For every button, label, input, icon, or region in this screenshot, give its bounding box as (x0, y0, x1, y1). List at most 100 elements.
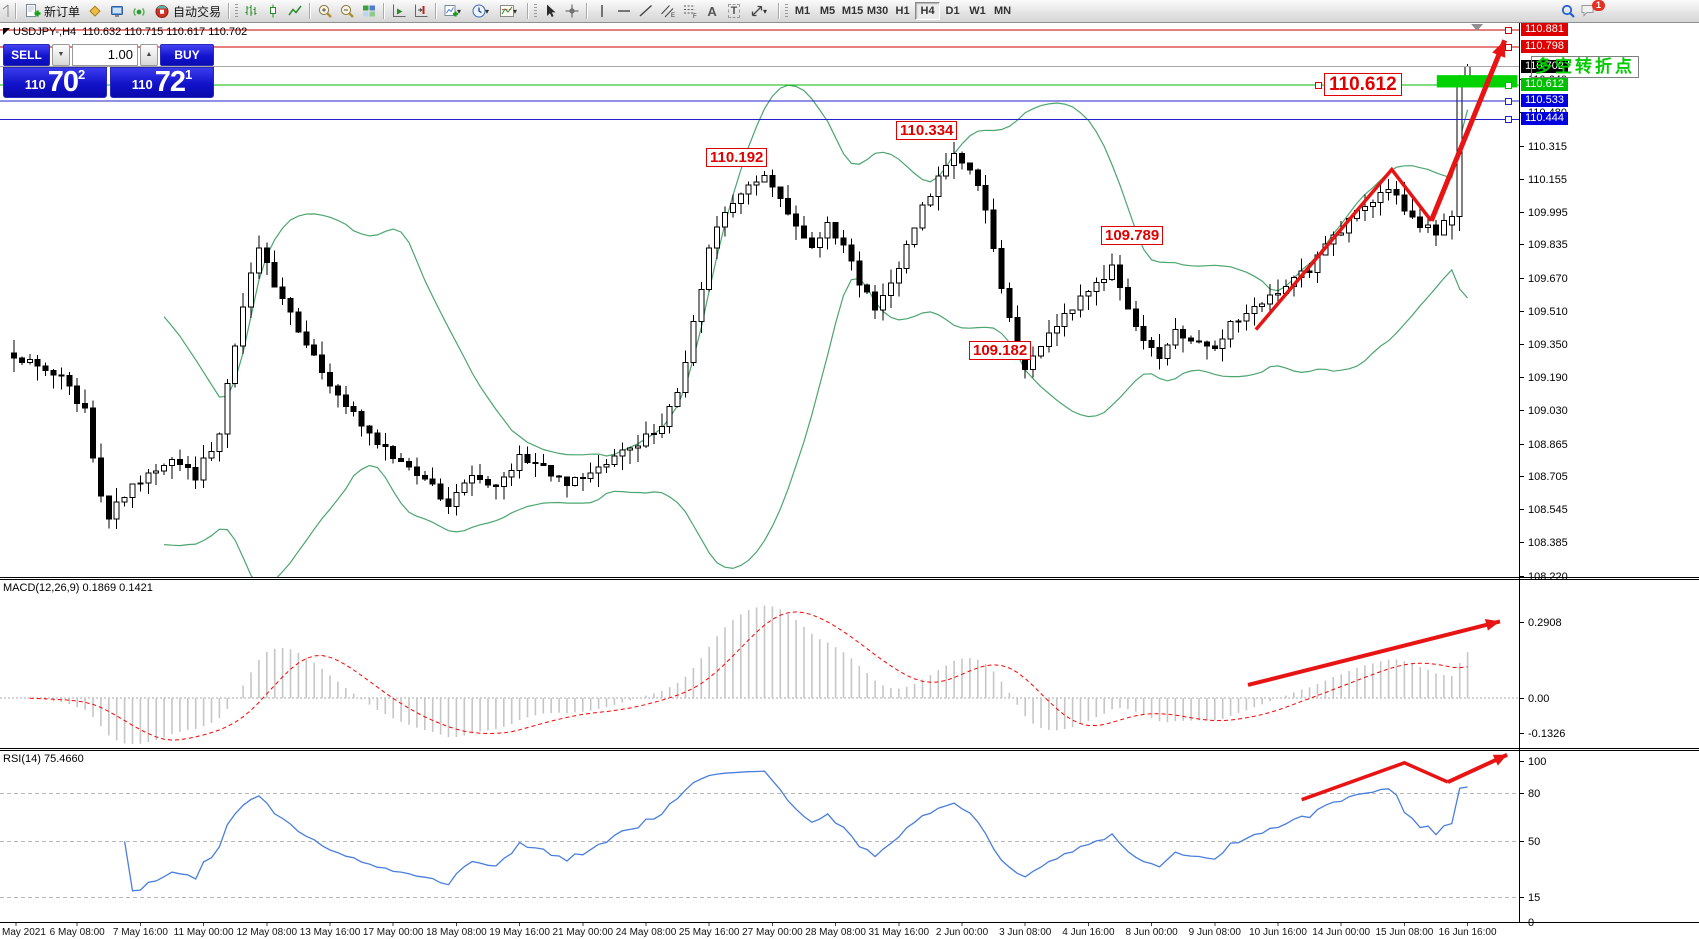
timeframe-button-M5[interactable]: M5 (819, 5, 836, 17)
line-end-marker[interactable] (1505, 82, 1512, 89)
time-axis-label: 12 May 08:00 (236, 927, 297, 938)
indicators-add-icon[interactable]: ▾ (440, 1, 468, 21)
toolbar-separator (435, 3, 438, 19)
svg-text:E: E (671, 13, 675, 19)
price-tick: 108.545 (1528, 504, 1568, 516)
line-end-marker[interactable] (1505, 98, 1512, 105)
time-axis-label: 6 May 08:00 (50, 927, 105, 938)
search-icon[interactable] (1557, 1, 1579, 21)
chart-icon-partial[interactable] (0, 1, 12, 21)
time-axis-label: 10 Jun 16:00 (1249, 927, 1307, 938)
toolbar-separator (309, 3, 312, 19)
price-callout-109.789[interactable]: 109.789 (1101, 226, 1164, 245)
level-callout-110.612[interactable]: 110.612 (1324, 73, 1402, 96)
price-tick: 108.705 (1528, 471, 1568, 483)
price-callout-110.192[interactable]: 110.192 (706, 148, 768, 167)
fibonacci-icon[interactable]: F (679, 1, 701, 21)
zoom-out-icon[interactable] (336, 1, 358, 21)
tile-windows-icon[interactable] (358, 1, 380, 21)
price-tag-110.533: 110.533 (1521, 94, 1568, 107)
turning-point-label[interactable]: 多空转折点 (1531, 56, 1639, 78)
notification-badge: 1 (1592, 0, 1605, 11)
dropdown-caret-icon: ▾ (763, 6, 768, 16)
horizontal-line-icon[interactable] (613, 1, 635, 21)
sell-price-main: 70 (47, 66, 79, 98)
chart-window-icon[interactable] (106, 1, 128, 21)
time-axis-label: 14 Jun 00:00 (1312, 927, 1370, 938)
zoom-in-icon[interactable] (314, 1, 336, 21)
one-click-trade-panel: SELL ▼ 1.00 ▲ BUY 110 70 2 110 72 1 (3, 44, 214, 98)
timeframe-button-H4[interactable]: H4 (915, 2, 941, 20)
symbol-corner-marker (3, 28, 10, 35)
cursor-icon[interactable] (539, 1, 561, 21)
autotrading-button[interactable]: 自动交易 (150, 1, 225, 21)
price-callout-110.334[interactable]: 110.334 (896, 121, 958, 140)
dropdown-caret-icon: ▾ (457, 6, 462, 16)
time-axis-label: 17 May 00:00 (363, 927, 424, 938)
templates-icon[interactable]: ▾ (496, 1, 524, 21)
profiles-icon[interactable] (84, 1, 106, 21)
line-chart-icon[interactable] (284, 1, 306, 21)
periods-icon[interactable]: ▾ (468, 1, 496, 21)
price-tag-110.612: 110.612 (1521, 78, 1568, 91)
macd-scale-tick: 0.00 (1528, 693, 1549, 705)
timeframe-button-M1[interactable]: M1 (794, 5, 811, 17)
toolbar-separator (383, 3, 386, 19)
green-zone[interactable] (1436, 75, 1518, 88)
buy-price-sup: 1 (185, 67, 193, 82)
timeframe-button-M15[interactable]: M15 (841, 5, 864, 17)
signals-icon[interactable] (128, 1, 150, 21)
price-tick: 109.670 (1528, 273, 1568, 285)
sell-price-prefix: 110 (24, 77, 46, 92)
toolbar-drag-handle[interactable] (235, 4, 239, 18)
bar-chart-icon[interactable] (240, 1, 262, 21)
volume-increase-button[interactable]: ▲ (140, 44, 158, 66)
macd-scale-tick: -0.1326 (1528, 728, 1565, 740)
arrows-tool-icon[interactable]: ▾ (745, 1, 775, 21)
symbol-header: USDJPY-,H4 110.632 110.715 110.617 110.7… (13, 26, 248, 38)
line-end-marker[interactable] (1505, 27, 1512, 34)
timeframe-button-D1[interactable]: D1 (945, 5, 960, 17)
notifications-icon[interactable]: 1 (1579, 0, 1605, 21)
sell-price-button[interactable]: 110 70 2 (3, 67, 107, 98)
price-tick: 110.315 (1528, 141, 1567, 153)
candlestick-chart-icon[interactable] (262, 1, 284, 21)
timeframe-button-H1[interactable]: H1 (895, 5, 910, 17)
timeframe-button-MN[interactable]: MN (993, 5, 1012, 17)
line-end-marker[interactable] (1505, 116, 1512, 123)
line-end-marker[interactable] (1505, 44, 1512, 51)
autotrading-label: 自动交易 (173, 4, 222, 19)
price-tick: 109.510 (1528, 306, 1568, 318)
time-axis-label: 19 May 16:00 (489, 927, 550, 938)
main-toolbar: 新订单 自动交易 (0, 0, 1699, 23)
rsi-scale-tick: 50 (1528, 836, 1540, 848)
rsi-indicator-label: RSI(14) 75.4660 (3, 753, 84, 765)
new-order-button[interactable]: 新订单 (20, 1, 84, 21)
toolbar-drag-handle[interactable] (785, 4, 789, 18)
equidistant-channel-icon[interactable]: E (657, 1, 679, 21)
level-lines (0, 29, 1519, 120)
trendline-icon[interactable] (635, 1, 657, 21)
volume-decrease-button[interactable]: ▼ (52, 44, 70, 66)
timeframe-button-W1[interactable]: W1 (969, 5, 986, 17)
time-axis-label: 16 Jun 16:00 (1439, 927, 1497, 938)
text-label-tool-icon[interactable]: T (723, 1, 745, 21)
vertical-line-icon[interactable] (591, 1, 613, 21)
time-axis-label: May 2021 (2, 927, 46, 938)
auto-scroll-icon[interactable] (388, 1, 410, 21)
buy-button[interactable]: BUY (160, 44, 214, 66)
buy-price-button[interactable]: 110 72 1 (110, 67, 214, 98)
price-tick: 109.030 (1528, 405, 1568, 417)
time-axis: May 2021 6 May 08:00 7 May 16:00 11 May 00:… (2, 927, 1497, 938)
toolbar-drag-handle[interactable] (534, 4, 538, 18)
sell-button[interactable]: SELL (3, 44, 50, 66)
timeframe-button-M30[interactable]: M30 (866, 5, 889, 17)
volume-input[interactable]: 1.00 (72, 44, 138, 66)
buy-price-main: 72 (154, 66, 186, 98)
chart-shift-icon[interactable] (410, 1, 432, 21)
price-callout-109.182[interactable]: 109.182 (969, 341, 1032, 360)
crosshair-icon[interactable] (561, 1, 583, 21)
autotrading-icon (155, 5, 169, 18)
text-tool-icon[interactable]: A (707, 3, 717, 19)
